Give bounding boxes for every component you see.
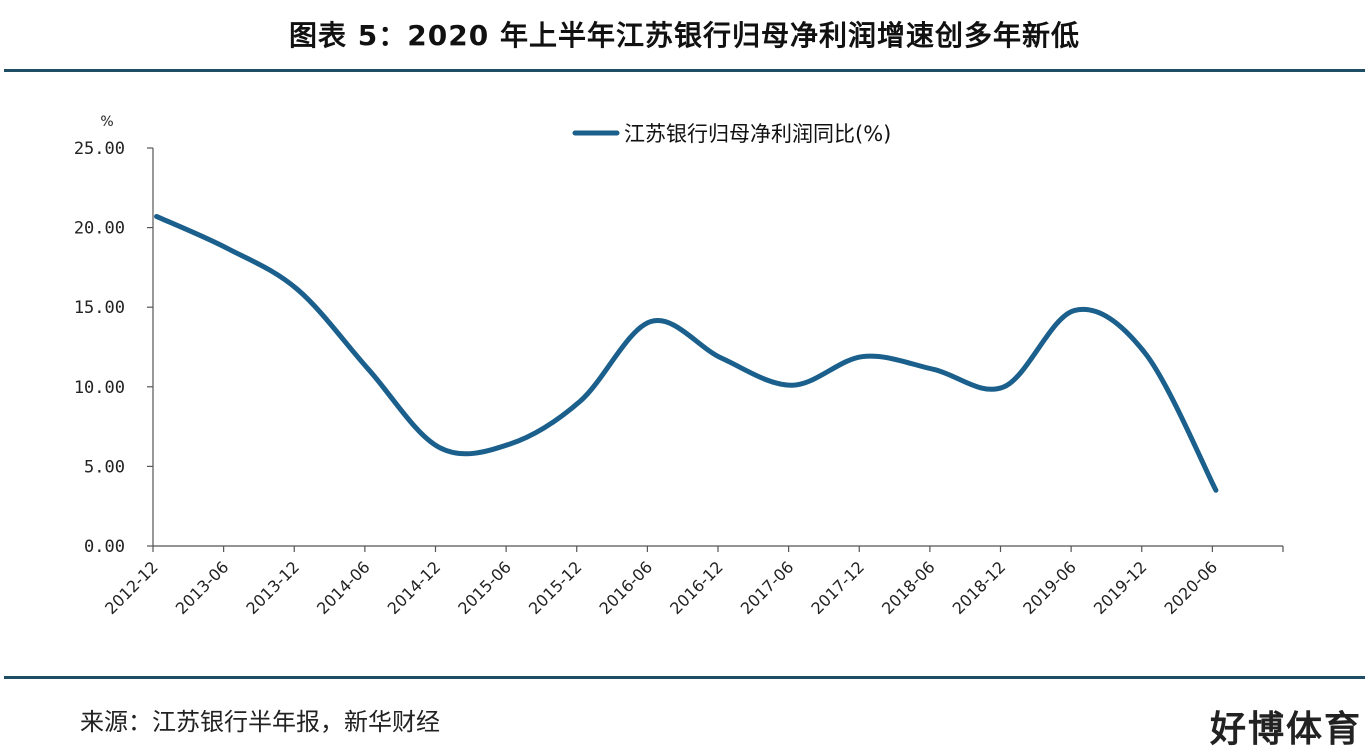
x-tick-label: 2013-12 — [242, 557, 303, 618]
y-tick-label: 5.00 — [84, 457, 125, 477]
x-tick-label: 2020-06 — [1160, 557, 1221, 618]
legend: 江苏银行归母净利润同比(%) — [575, 122, 891, 146]
x-tick-label: 2015-06 — [454, 557, 515, 618]
source-note: 来源：江苏银行半年报，新华财经 — [80, 702, 440, 737]
y-tick-label: 20.00 — [74, 219, 125, 239]
y-unit-label: % — [100, 114, 113, 130]
x-tick-label: 2019-12 — [1090, 557, 1151, 618]
x-tick-label: 2014-06 — [313, 557, 374, 618]
y-tick-label: 25.00 — [74, 139, 125, 159]
x-tick-label: 2013-06 — [172, 557, 233, 618]
x-tick-label: 2016-12 — [666, 557, 727, 618]
legend-label: 江苏银行归母净利润同比(%) — [624, 122, 891, 146]
x-tick-label: 2012-12 — [101, 557, 162, 618]
y-tick-label: 0.00 — [84, 537, 125, 557]
x-tick-label: 2018-06 — [878, 557, 939, 618]
x-tick-label: 2014-12 — [384, 557, 445, 618]
y-tick-label: 10.00 — [74, 378, 125, 398]
x-tick-label: 2015-12 — [525, 557, 586, 618]
watermark-logo: 好博体育 — [1210, 700, 1362, 752]
x-tick-label: 2017-12 — [807, 557, 868, 618]
series-group — [157, 216, 1216, 490]
x-tick-label: 2017-06 — [737, 557, 798, 618]
series-line — [157, 216, 1216, 490]
bottom-rule — [4, 676, 1365, 679]
x-tick-label: 2018-12 — [949, 557, 1010, 618]
y-tick-label: 15.00 — [74, 298, 125, 318]
x-tick-label: 2019-06 — [1019, 557, 1080, 618]
x-tick-label: 2016-06 — [595, 557, 656, 618]
